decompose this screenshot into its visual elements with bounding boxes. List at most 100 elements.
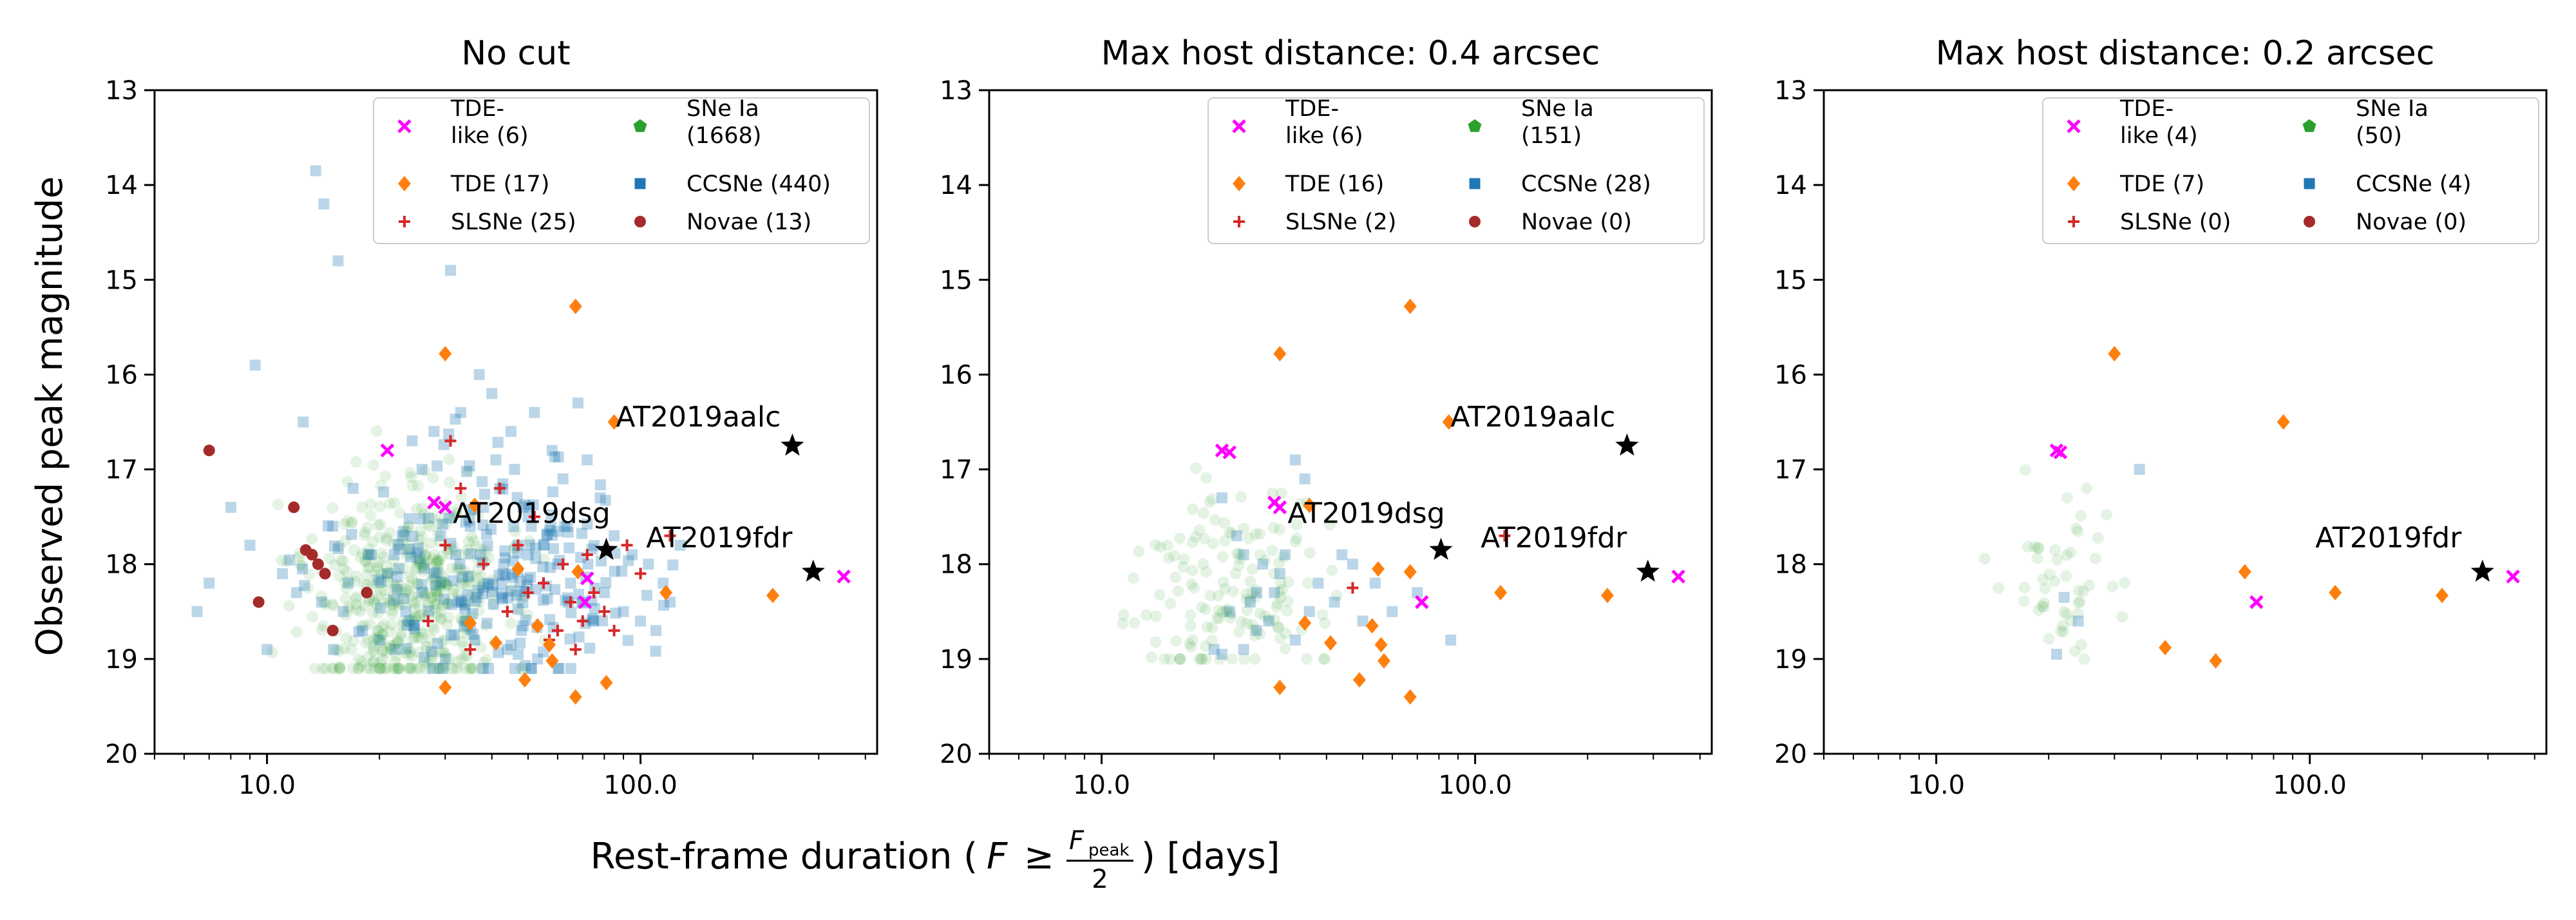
point-sne_ia	[356, 501, 368, 513]
special-star-AT2019aalc	[781, 433, 804, 456]
point-tde	[1372, 561, 1385, 577]
point-sne_ia	[388, 579, 400, 591]
point-sne_ia	[436, 550, 448, 562]
point-sne_ia	[438, 577, 450, 589]
point-ccsne	[520, 614, 531, 626]
point-sne_ia	[388, 639, 401, 651]
point-sne_ia	[1233, 559, 1245, 571]
point-ccsne	[455, 594, 466, 606]
point-sne_ia	[2065, 546, 2077, 559]
point-ccsne	[622, 635, 634, 646]
point-sne_ia	[416, 531, 428, 543]
point-sne_ia	[339, 592, 352, 604]
point-sne_ia	[1204, 589, 1217, 602]
point-sne_ia	[372, 625, 384, 637]
point-sne_ia	[431, 589, 444, 601]
annotation-AT2019fdr: AT2019fdr	[646, 521, 793, 554]
point-sne_ia	[1154, 541, 1166, 553]
point-sne_ia	[413, 610, 425, 622]
point-sne_ia	[1282, 576, 1294, 588]
point-sne_ia	[2055, 625, 2067, 637]
point-sne_ia	[413, 553, 425, 566]
point-sne_ia	[426, 647, 439, 660]
point-sne_ia	[422, 600, 435, 613]
point-sne_ia	[419, 558, 431, 570]
point-sne_ia	[448, 584, 460, 597]
point-sne_ia	[418, 655, 430, 667]
point-sne_ia	[1186, 634, 1198, 646]
point-sne_ia	[375, 547, 388, 559]
point-sne_ia	[431, 662, 443, 675]
point-sne_ia	[471, 553, 484, 566]
point-sne_ia	[464, 576, 477, 588]
point-sne_ia	[1195, 653, 1208, 665]
point-sne_ia	[381, 567, 393, 579]
legend-marker-tde	[2067, 176, 2080, 191]
point-sne_ia	[392, 634, 404, 646]
point-sne_ia	[1274, 632, 1286, 644]
point-tde	[1273, 680, 1287, 695]
point-ccsne	[1312, 577, 1324, 589]
point-sne_ia	[2060, 570, 2072, 582]
point-sne_ia	[468, 535, 480, 547]
annotation-AT2019dsg: AT2019dsg	[1287, 497, 1444, 530]
legend-label: Novae (0)	[2356, 209, 2467, 235]
series-ccsne	[191, 165, 676, 665]
point-ccsne	[1347, 559, 1358, 570]
point-ccsne	[564, 542, 575, 553]
point-sne_ia	[349, 575, 361, 588]
point-sne_ia	[2116, 611, 2128, 623]
point-sne_ia	[362, 548, 374, 561]
point-sne_ia	[410, 563, 422, 575]
point-sne_ia	[371, 599, 383, 611]
point-sne_ia	[419, 589, 431, 601]
point-sne_ia	[374, 531, 386, 543]
point-sne_ia	[377, 628, 389, 640]
point-sne_ia	[448, 662, 460, 675]
point-sne_ia	[446, 662, 458, 675]
point-sne_ia	[442, 598, 454, 610]
point-sne_ia	[283, 600, 295, 612]
point-sne_ia	[445, 511, 457, 523]
x-axis-label-geq: ≥	[1024, 836, 1054, 877]
point-tde_like	[2506, 570, 2520, 584]
point-sne_ia	[341, 566, 353, 578]
point-sne_ia	[388, 497, 401, 509]
point-sne_ia	[401, 616, 413, 628]
point-sne_ia	[443, 476, 455, 488]
point-ccsne	[1289, 634, 1301, 646]
point-sne_ia	[372, 624, 384, 637]
legend-entry-tde: TDE (16)	[1233, 171, 1384, 197]
point-sne_ia	[2018, 581, 2031, 593]
point-ccsne	[374, 634, 385, 646]
point-ccsne	[398, 526, 410, 537]
point-ccsne	[553, 663, 565, 675]
point-sne_ia	[1189, 531, 1202, 543]
point-ccsne	[375, 576, 387, 588]
point-sne_ia	[431, 591, 443, 603]
point-sne_ia	[363, 543, 375, 555]
legend-entry-ccsne: CCSNe (440)	[634, 171, 831, 197]
point-ccsne	[544, 614, 556, 626]
point-ccsne	[430, 580, 442, 591]
point-sne_ia	[408, 597, 421, 609]
point-sne_ia	[350, 455, 362, 468]
point-sne_ia	[425, 537, 437, 550]
point-sne_ia	[374, 577, 386, 589]
x-tick-label: 100.0	[1438, 771, 1512, 800]
point-ccsne	[471, 592, 482, 604]
point-sne_ia	[1247, 563, 1259, 575]
point-sne_ia	[2043, 633, 2055, 645]
point-sne_ia	[405, 471, 417, 483]
point-ccsne	[482, 577, 493, 589]
point-sne_ia	[466, 662, 478, 675]
point-sne_ia	[1271, 601, 1283, 613]
point-sne_ia	[417, 561, 429, 573]
point-ccsne	[548, 543, 560, 555]
point-sne_ia	[1185, 640, 1197, 653]
point-tde	[2435, 588, 2448, 604]
point-sne_ia	[340, 632, 352, 644]
panel-1: No cut AT2019aalc AT2019dsg AT2019fdr 13 14 15…	[105, 34, 878, 800]
point-slsne	[464, 644, 477, 656]
point-sne_ia	[2018, 595, 2030, 608]
